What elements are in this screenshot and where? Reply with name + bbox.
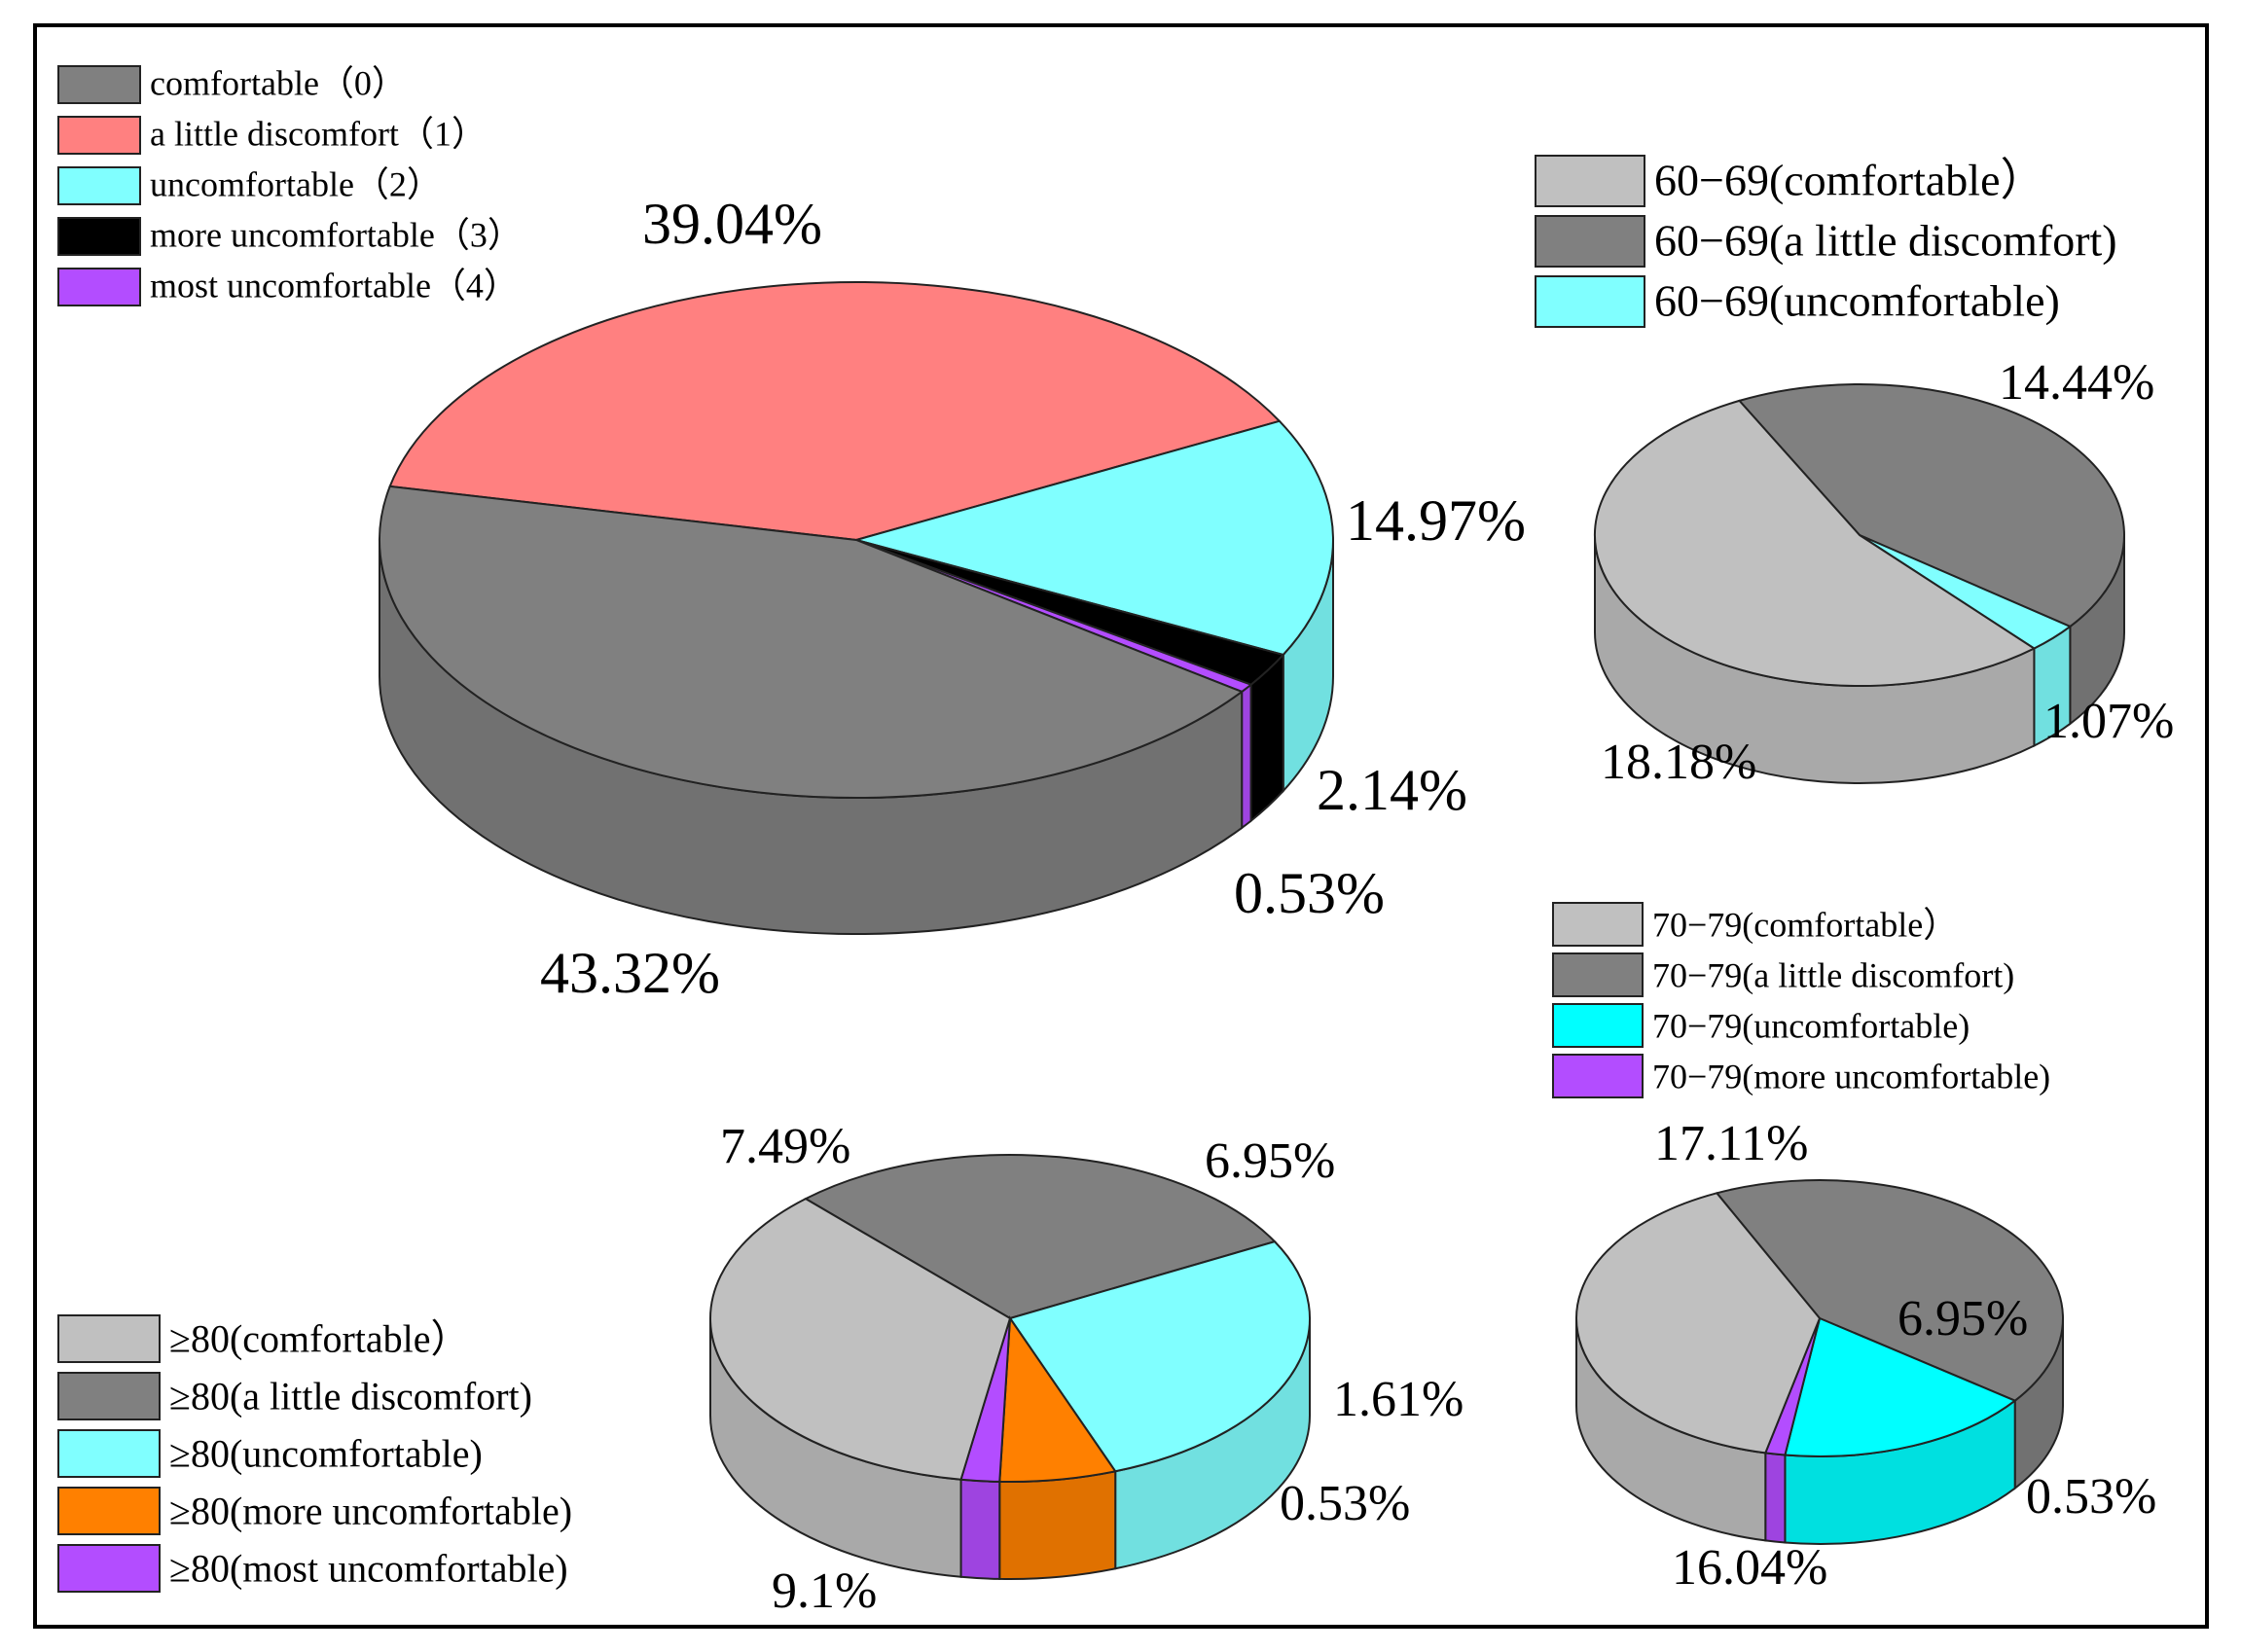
overall-slice-comfortable（0）	[379, 485, 1245, 799]
overall-legend-label: a little discomfort（1）	[150, 115, 487, 154]
age-60-69-legend-label: 60−69(uncomfortable)	[1654, 276, 2060, 326]
age-60-69-pie: 14.44% 1.07% 18.18%	[1594, 355, 2174, 790]
age-70-79-slice-70−79(a little discomfort)	[1715, 1179, 2064, 1402]
overall-pct-label: 43.32%	[540, 941, 720, 1005]
age-60-69-legend-swatch	[1535, 155, 1645, 207]
age-60-69-slice-60−69(a little discomfort)	[1737, 383, 2126, 628]
age-70-79-pie-top	[1574, 1179, 2064, 1457]
overall-side-most uncomfortable（4）	[1241, 682, 1252, 830]
overall-legend: comfortable（0） a little discomfort（1） unco…	[57, 64, 523, 306]
age-80-plus-legend-swatch	[57, 1429, 161, 1478]
overall-slice-a little discomfort（1）	[388, 281, 1282, 542]
age-80-plus-pie-sides	[709, 1317, 1311, 1580]
age-80-plus-slice-≥80(more uncomfortable)	[998, 1315, 1117, 1483]
age-80-plus-pct-label: 9.1%	[772, 1563, 877, 1619]
age-80-plus-slice-≥80(a little discomfort)	[803, 1153, 1277, 1320]
age-70-79-legend-label: 70−79(uncomfortable)	[1652, 1006, 1970, 1045]
overall-slice-uncomfortable（2）	[852, 419, 1334, 657]
age-80-plus-pct-label: 1.61%	[1333, 1372, 1464, 1427]
age-60-69-pct-label: 18.18%	[1601, 735, 1756, 790]
overall-legend-label: comfortable（0）	[150, 64, 407, 103]
age-70-79-pct-label: 17.11%	[1654, 1116, 1808, 1171]
age-80-plus-pct-label: 0.53%	[1280, 1476, 1410, 1531]
age-80-plus-slice-≥80(comfortable）	[709, 1197, 1012, 1481]
age-70-79-legend-swatch	[1552, 1054, 1644, 1098]
overall-pie-top	[379, 281, 1334, 799]
age-70-79-legend-label: 70−79(more uncomfortable)	[1652, 1057, 2050, 1095]
overall-pct-label: 2.14%	[1317, 758, 1467, 822]
overall-legend-swatch	[57, 166, 141, 205]
age-80-plus-legend-label: ≥80(uncomfortable)	[169, 1431, 483, 1475]
age-80-plus-side-≥80(more uncomfortable)	[998, 1470, 1117, 1580]
age-80-plus-legend-swatch	[57, 1314, 161, 1363]
age-60-69-legend-label: 60−69(a little discomfort)	[1654, 216, 2117, 266]
chart-frame	[33, 23, 2209, 1629]
age-80-plus-legend-label: ≥80(most uncomfortable)	[169, 1546, 568, 1590]
age-60-69-legend-swatch	[1535, 275, 1645, 328]
age-70-79-slice-70−79(comfortable）	[1574, 1192, 1822, 1454]
age-70-79-pct-label: 0.53%	[2026, 1469, 2156, 1525]
age-70-79-legend-swatch	[1552, 1003, 1644, 1048]
age-80-plus-side-≥80(most uncomfortable)	[959, 1478, 1001, 1580]
age-70-79-pct-label: 16.04%	[1672, 1540, 1827, 1596]
overall-pct-label: 14.97%	[1346, 488, 1526, 553]
age-80-plus-legend: ≥80(comfortable） ≥80(a little discomfort)…	[57, 1314, 572, 1593]
age-60-69-pct-label: 1.07%	[2043, 694, 2174, 749]
age-70-79-pie: 17.11% 6.95% 0.53% 16.04%	[1574, 1116, 2156, 1596]
age-70-79-legend-label: 70−79(comfortable）	[1652, 905, 1958, 944]
age-70-79-side-70−79(more uncomfortable)	[1764, 1452, 1787, 1544]
age-60-69-legend-swatch	[1535, 215, 1645, 268]
overall-legend-label: uncomfortable（2）	[150, 165, 442, 204]
age-80-plus-legend-swatch	[57, 1487, 161, 1535]
overall-legend-label: most uncomfortable（4）	[150, 267, 519, 305]
overall-legend-swatch	[57, 116, 141, 155]
age-70-79-legend-swatch	[1552, 952, 1644, 997]
age-70-79-legend: 70−79(comfortable） 70−79(a little discomf…	[1552, 902, 2050, 1098]
overall-pct-label: 0.53%	[1234, 861, 1385, 925]
age-80-plus-legend-label: ≥80(comfortable）	[169, 1316, 470, 1360]
age-80-plus-slice-≥80(uncomfortable)	[1008, 1240, 1311, 1473]
age-70-79-pie-sides	[1575, 1317, 2064, 1545]
age-60-69-pct-label: 14.44%	[1999, 355, 2154, 411]
age-80-plus-pct-label: 7.49%	[720, 1119, 850, 1174]
age-80-plus-pie: 7.49% 6.95% 1.61% 0.53% 9.1%	[709, 1119, 1464, 1619]
overall-pct-label: 39.04%	[642, 192, 822, 256]
age-60-69-legend: 60−69(comfortable） 60−69(a little discomf…	[1535, 155, 2117, 328]
overall-legend-swatch	[57, 268, 141, 306]
age-80-plus-legend-label: ≥80(a little discomfort)	[169, 1374, 532, 1418]
age-70-79-pct-label: 6.95%	[1898, 1291, 2028, 1347]
overall-pie: 39.04% 14.97% 2.14% 0.53% 43.32%	[379, 192, 1526, 1005]
age-70-79-slice-70−79(uncomfortable)	[1784, 1316, 2017, 1457]
overall-legend-label: more uncomfortable（3）	[150, 216, 523, 255]
age-60-69-slice-60−69(comfortable）	[1594, 399, 2037, 687]
age-70-79-legend-swatch	[1552, 902, 1644, 947]
age-60-69-pie-top	[1594, 383, 2126, 687]
age-80-plus-legend-swatch	[57, 1544, 161, 1593]
overall-legend-swatch	[57, 217, 141, 256]
age-70-79-legend-label: 70−79(a little discomfort)	[1652, 955, 2014, 994]
age-80-plus-pie-top	[709, 1153, 1311, 1483]
age-80-plus-legend-label: ≥80(more uncomfortable)	[169, 1489, 572, 1532]
age-80-plus-legend-swatch	[57, 1372, 161, 1420]
age-60-69-legend-label: 60−69(comfortable）	[1654, 156, 2045, 205]
overall-legend-swatch	[57, 65, 141, 104]
age-80-plus-pct-label: 6.95%	[1205, 1133, 1335, 1189]
